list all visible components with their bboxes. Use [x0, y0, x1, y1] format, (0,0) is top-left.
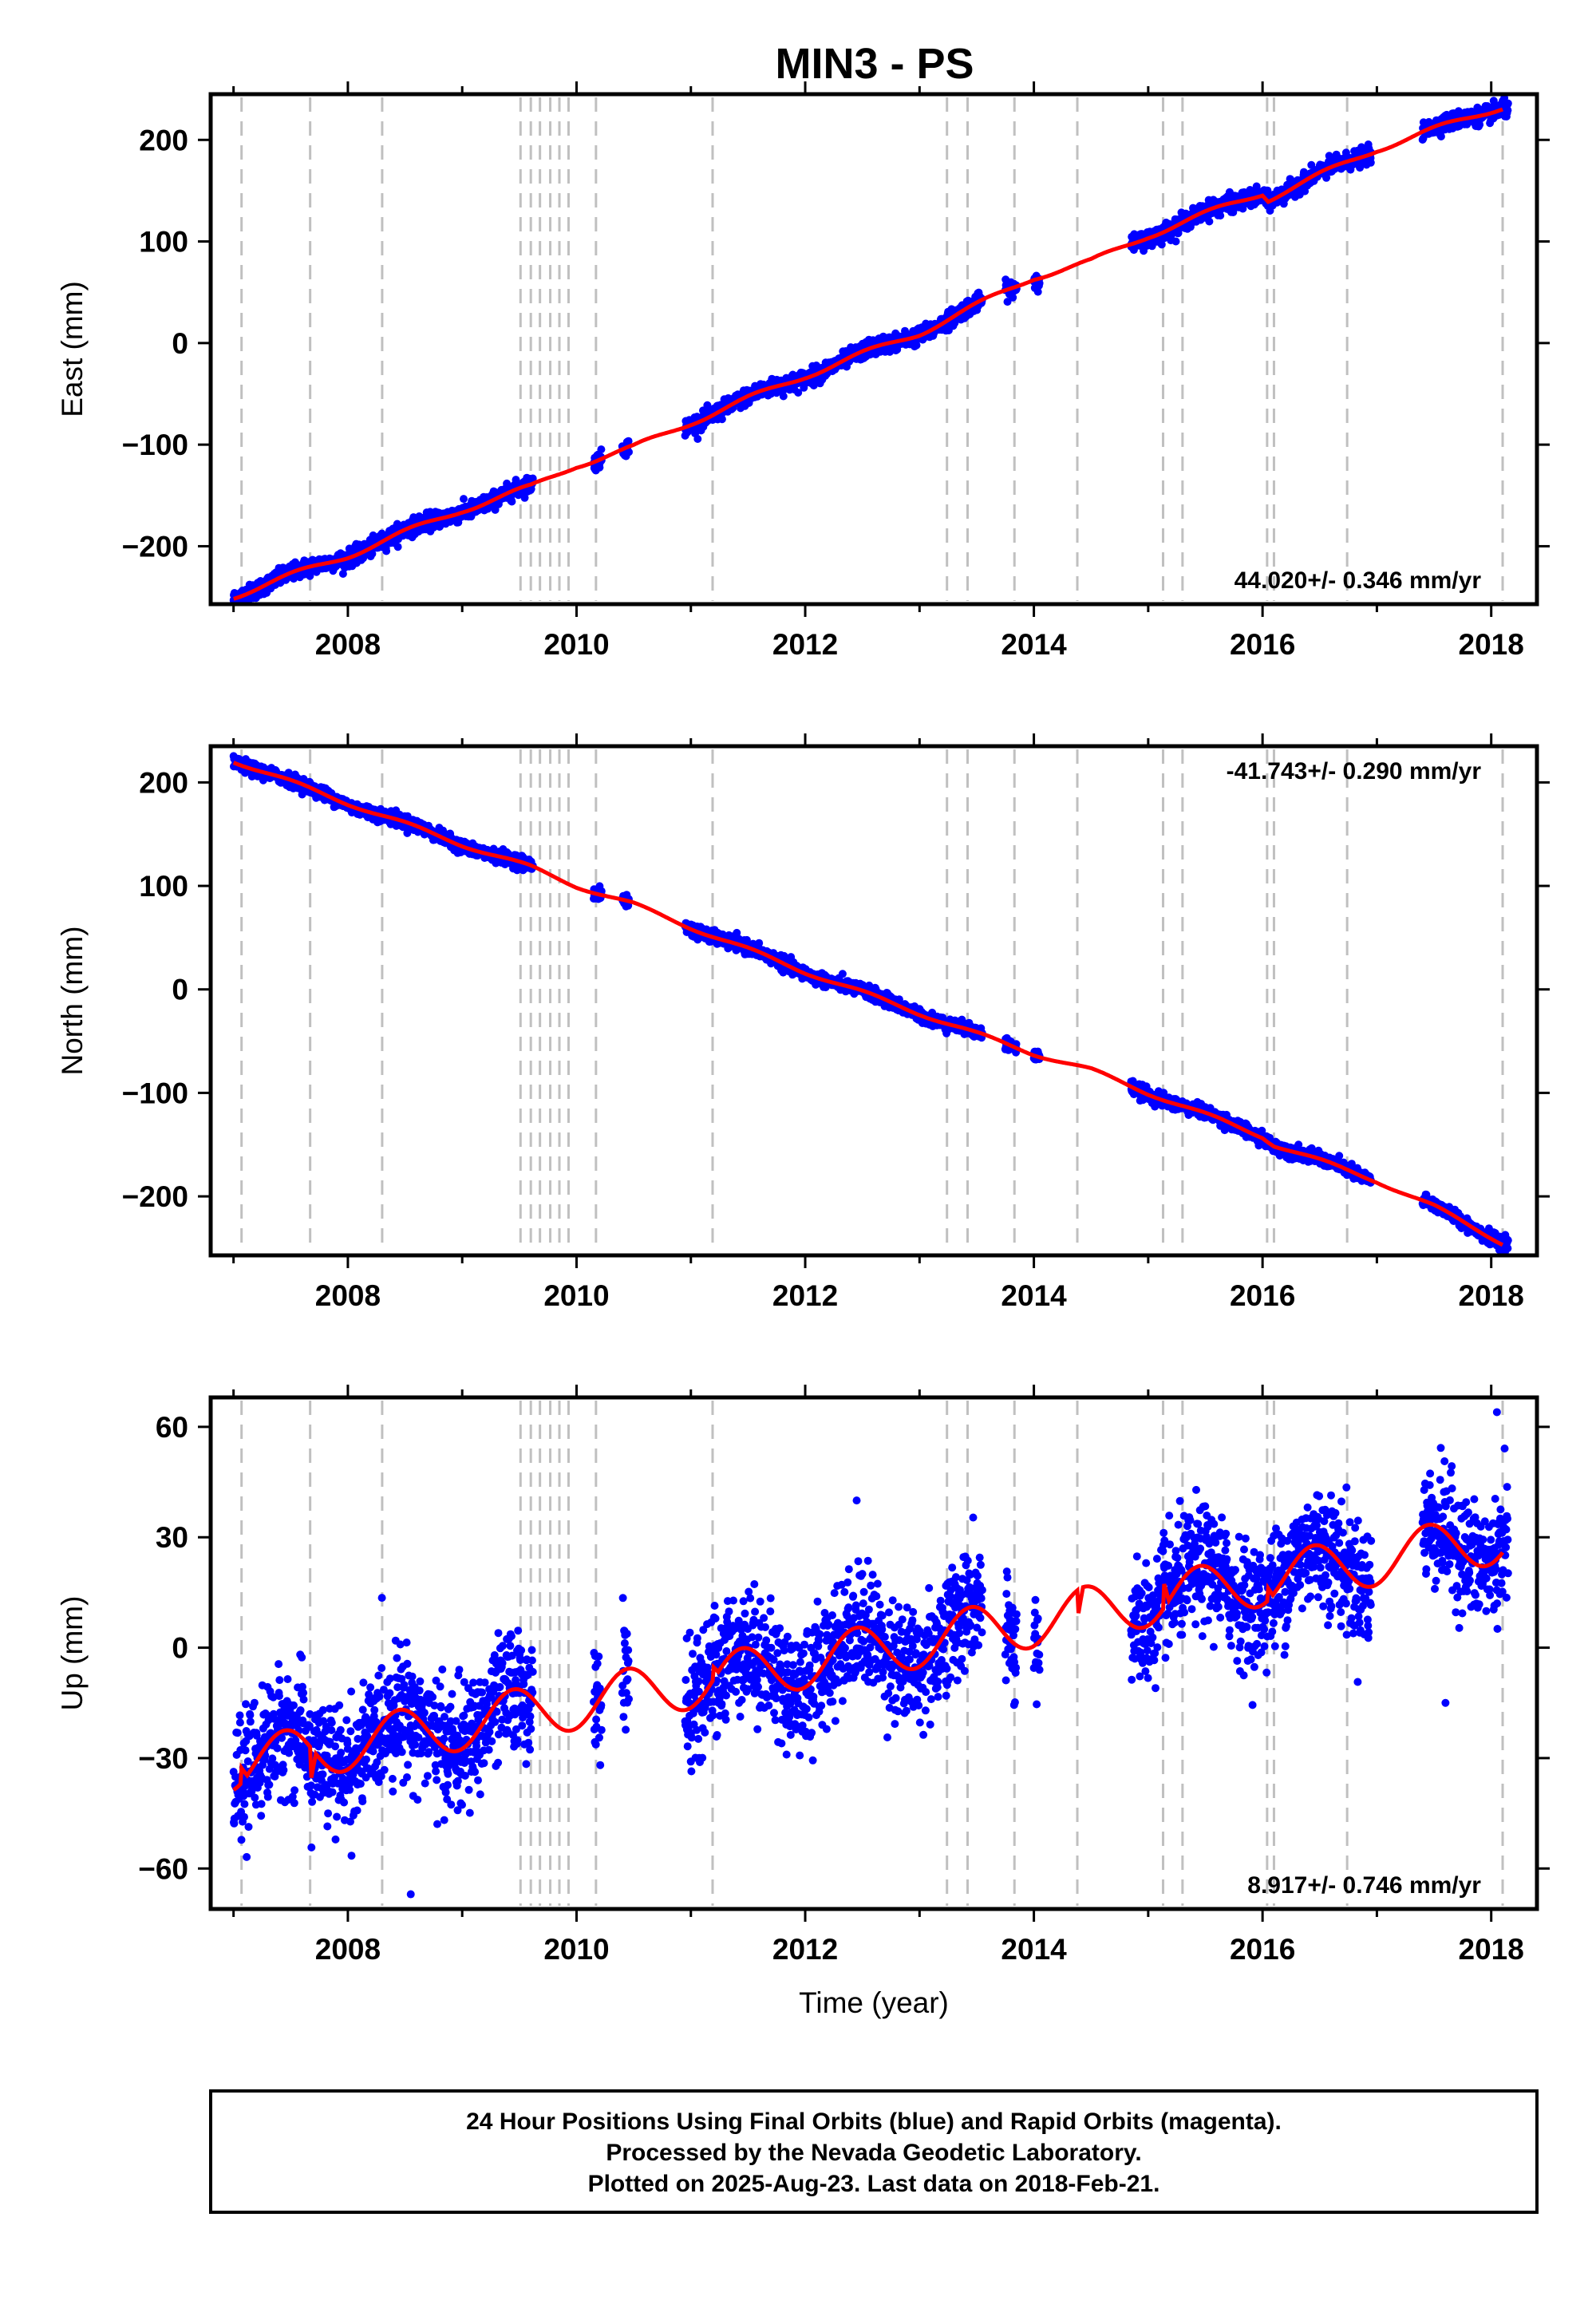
- observation-point: [838, 970, 847, 978]
- plot-frame: [208, 92, 1539, 607]
- rate-label: 44.020+/- 0.346 mm/yr: [1235, 567, 1482, 594]
- observation-point: [1035, 279, 1044, 287]
- observation-point: [625, 448, 633, 456]
- x-tick-label: 2018: [1459, 628, 1524, 661]
- x-tick-label: 2010: [543, 628, 609, 661]
- observation-point: [779, 392, 788, 401]
- observation-point: [1216, 211, 1225, 220]
- observation-point: [597, 445, 606, 454]
- observation-point: [1476, 121, 1484, 129]
- chart-title: MIN3 - PS: [775, 40, 974, 88]
- observation-point: [693, 435, 702, 443]
- y-tick-label: 0: [172, 327, 188, 360]
- observation-point: [1307, 160, 1316, 169]
- observation-point: [1157, 240, 1166, 249]
- observation-point: [368, 549, 377, 558]
- observation-point: [338, 570, 347, 578]
- x-tick-label: 2016: [1230, 628, 1295, 661]
- observation-point: [1205, 217, 1214, 226]
- y-tick-label: −200: [122, 530, 188, 563]
- x-tick-label: 2008: [315, 628, 381, 661]
- y-tick-label: 200: [139, 124, 188, 156]
- x-tick-label: 2014: [1001, 628, 1067, 661]
- observation-point: [369, 531, 377, 539]
- observation-point: [1322, 173, 1331, 182]
- observation-point: [755, 939, 764, 947]
- observation-point: [1033, 287, 1042, 296]
- observation-point: [886, 347, 895, 356]
- observation-point: [528, 474, 537, 483]
- east-panel: 2008 2010 2012 2014 2016 2018 −200 −100 0 100 200 E…: [56, 81, 1550, 661]
- north-panel: 2008 2010 2012 2014 2016 2018−200−1000100200N…: [56, 733, 1550, 1312]
- y-tick-label: −100: [122, 429, 188, 461]
- observation-point: [1171, 237, 1180, 246]
- observation-point: [382, 547, 391, 555]
- observation-point: [393, 543, 402, 551]
- observation-point: [794, 389, 803, 397]
- observation-point: [1366, 158, 1375, 167]
- observation-point: [1009, 293, 1017, 302]
- observation-point: [1003, 298, 1012, 306]
- observation-point: [508, 497, 516, 506]
- y-axis-label: East (mm): [56, 281, 89, 417]
- observation-point: [912, 341, 921, 350]
- model-line: [233, 107, 1503, 601]
- observation-point: [717, 415, 726, 424]
- observation-point: [1263, 186, 1272, 195]
- x-tick-label: 2012: [772, 628, 838, 661]
- observation-point: [1436, 132, 1445, 140]
- observation-point: [460, 495, 468, 504]
- observation-point: [1503, 106, 1512, 115]
- observation-point: [1503, 99, 1512, 108]
- y-tick-label: 100: [139, 226, 188, 259]
- observation-point: [624, 437, 633, 445]
